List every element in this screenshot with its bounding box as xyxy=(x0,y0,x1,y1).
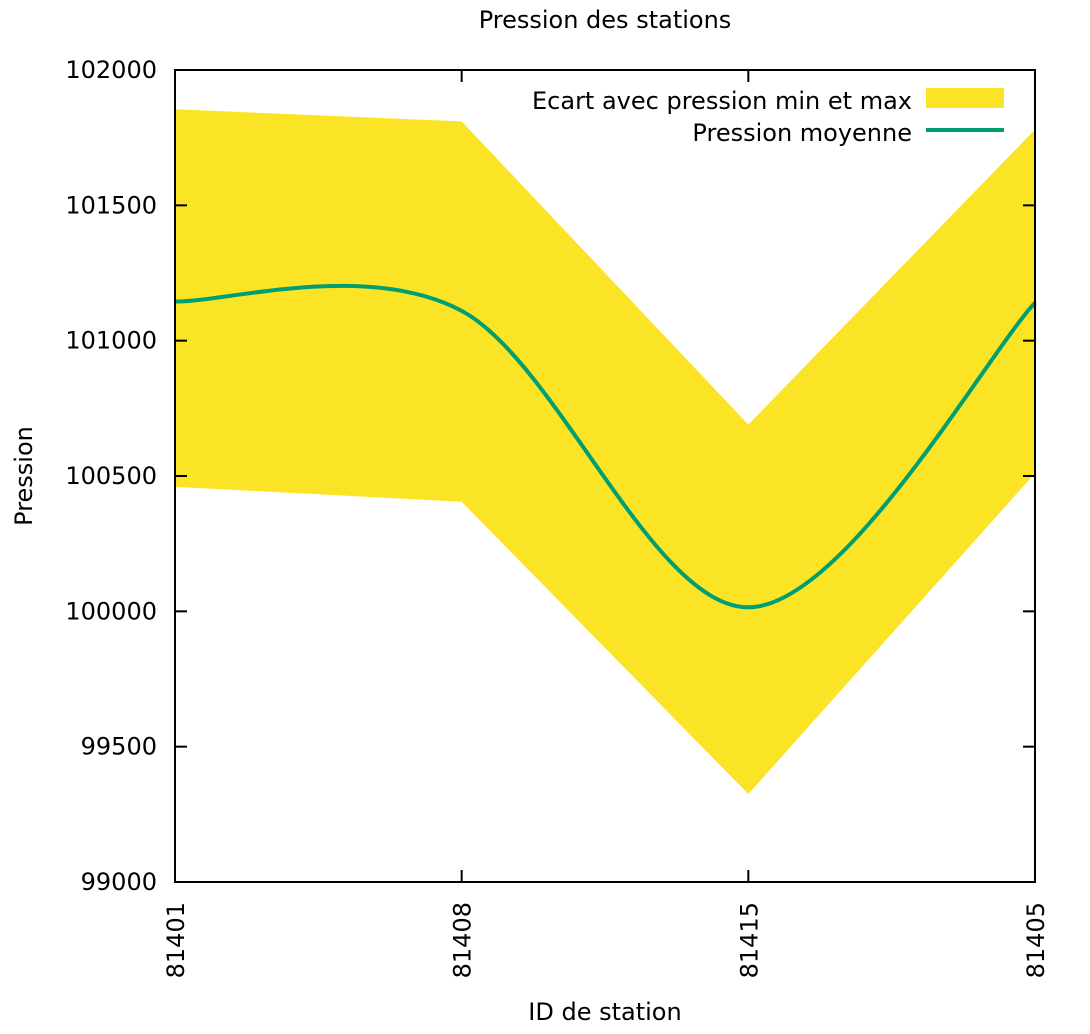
band-layer xyxy=(175,109,1035,795)
y-tick-label: 101500 xyxy=(65,191,157,219)
y-tick-label: 102000 xyxy=(65,56,157,84)
y-tick-label: 100500 xyxy=(65,462,157,490)
legend-label-band: Ecart avec pression min et max xyxy=(532,87,912,115)
x-tick-label: 81408 xyxy=(449,902,477,978)
x-axis-label: ID de station xyxy=(528,998,681,1026)
y-axis: 99000 99500 100000 100500 101000 101500 102000 xyxy=(65,56,1035,896)
x-tick-label: 81415 xyxy=(735,902,763,978)
legend-swatch-band xyxy=(926,88,1004,108)
x-axis: 81401 81408 81415 81405 xyxy=(162,70,1050,978)
legend-label-line: Pression moyenne xyxy=(692,119,912,147)
range-band xyxy=(175,109,1035,795)
mean-pressure-line xyxy=(174,283,1037,610)
x-tick-label: 81401 xyxy=(162,902,190,978)
y-tick-label: 99000 xyxy=(81,868,157,896)
y-tick-label: 101000 xyxy=(65,327,157,355)
line-layer xyxy=(174,283,1037,610)
x-tick-label: 81405 xyxy=(1022,902,1050,978)
y-axis-label: Pression xyxy=(10,426,38,526)
legend: Ecart avec pression min et max Pression … xyxy=(532,87,1004,147)
y-tick-label: 99500 xyxy=(81,733,157,761)
y-tick-label: 100000 xyxy=(65,597,157,625)
chart-title: Pression des stations xyxy=(479,6,732,34)
